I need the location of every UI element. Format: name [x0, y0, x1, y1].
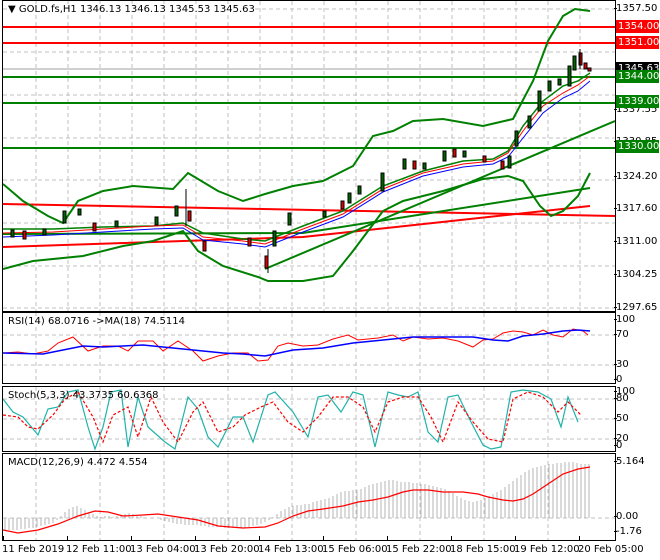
rsi-chart-svg: [3, 313, 615, 383]
stoch-axis: 100 80 50 20 0: [613, 386, 660, 451]
ohlc-values: 1346.13 1346.13 1345.53 1345.63: [79, 4, 255, 15]
macd-tick: 5.164: [614, 456, 645, 467]
price-tick: 1324.20: [613, 171, 658, 182]
price-tick: 1304.25: [613, 269, 658, 280]
macd-tick: 0.00: [613, 511, 639, 522]
price-tick: 1337.55: [613, 104, 658, 115]
collapse-arrow-icon[interactable]: ▼: [8, 4, 16, 15]
price-tick: 1357.50: [613, 3, 658, 14]
symbol-title: GOLD.fs,H1: [18, 4, 77, 15]
rsi-title: RSI(14) 68.0716 ->MA(18) 74.5114: [8, 316, 185, 327]
level-label-1344: 1344.00: [616, 70, 660, 83]
rsi-tick: 70: [614, 329, 629, 340]
time-label: 13 Feb 04:00: [130, 544, 196, 555]
macd-pane[interactable]: MACD(12,26,9) 4.472 4.554: [2, 453, 616, 541]
macd-chart-svg: [3, 454, 615, 540]
macd-title: MACD(12,26,9) 4.472 4.554: [8, 457, 148, 468]
time-axis[interactable]: 11 Feb 2019 12 Feb 11:00 13 Feb 04:00 13…: [0, 536, 660, 560]
candles: [10, 49, 592, 273]
stoch-title: Stoch(5,3,3) 43.3735 60.6368: [8, 390, 159, 401]
level-label-1354: 1354.00: [616, 20, 660, 33]
stoch-tick: 50: [614, 413, 629, 424]
stoch-tick: 80: [614, 393, 629, 404]
price-tick: 1297.65: [613, 302, 658, 313]
price-tick: 1311.00: [613, 236, 658, 247]
macd-tick: -1.76: [614, 526, 642, 537]
stoch-chart-svg: [3, 387, 615, 451]
time-label: 18 Feb 15:00: [450, 544, 516, 555]
time-label: 13 Feb 20:00: [194, 544, 260, 555]
price-chart-pane[interactable]: ▼ GOLD.fs,H1 1346.13 1346.13 1345.53 134…: [2, 0, 616, 312]
stoch-tick: 0: [613, 440, 623, 451]
price-axis[interactable]: 1357.50 1354.00 1351.00 1345.63 1344.00 …: [613, 0, 660, 313]
rsi-tick: 100: [613, 314, 636, 325]
stoch-tick: 20: [614, 433, 629, 444]
level-label-1339: 1339.00: [616, 95, 660, 108]
price-chart-svg: [3, 1, 615, 311]
level-label-1330: 1330.00: [616, 140, 660, 153]
time-label: 15 Feb 22:00: [386, 544, 452, 555]
time-label: 15 Feb 06:00: [322, 544, 388, 555]
level-label-1351: 1351.00: [616, 36, 660, 49]
time-label: 11 Feb 2019: [2, 544, 65, 555]
stochastic-pane[interactable]: Stoch(5,3,3) 43.3735 60.6368: [2, 386, 616, 452]
rsi-tick: 30: [614, 359, 629, 370]
stoch-tick: 100: [613, 386, 636, 397]
rsi-axis: 100 70 30 0: [613, 312, 660, 385]
time-label: 12 Feb 11:00: [66, 544, 132, 555]
rsi-tick: 0: [613, 374, 623, 385]
price-tick: 1317.60: [613, 203, 658, 214]
time-label: 14 Feb 13:00: [258, 544, 324, 555]
symbol-header: ▼ GOLD.fs,H1 1346.13 1346.13 1345.53 134…: [8, 4, 255, 15]
macd-axis: 5.164 0.00 -1.76: [613, 453, 660, 539]
time-label: 19 Feb 12:00: [514, 544, 580, 555]
rsi-pane[interactable]: RSI(14) 68.0716 ->MA(18) 74.5114: [2, 312, 616, 384]
time-label: 20 Feb 05:00: [578, 544, 644, 555]
